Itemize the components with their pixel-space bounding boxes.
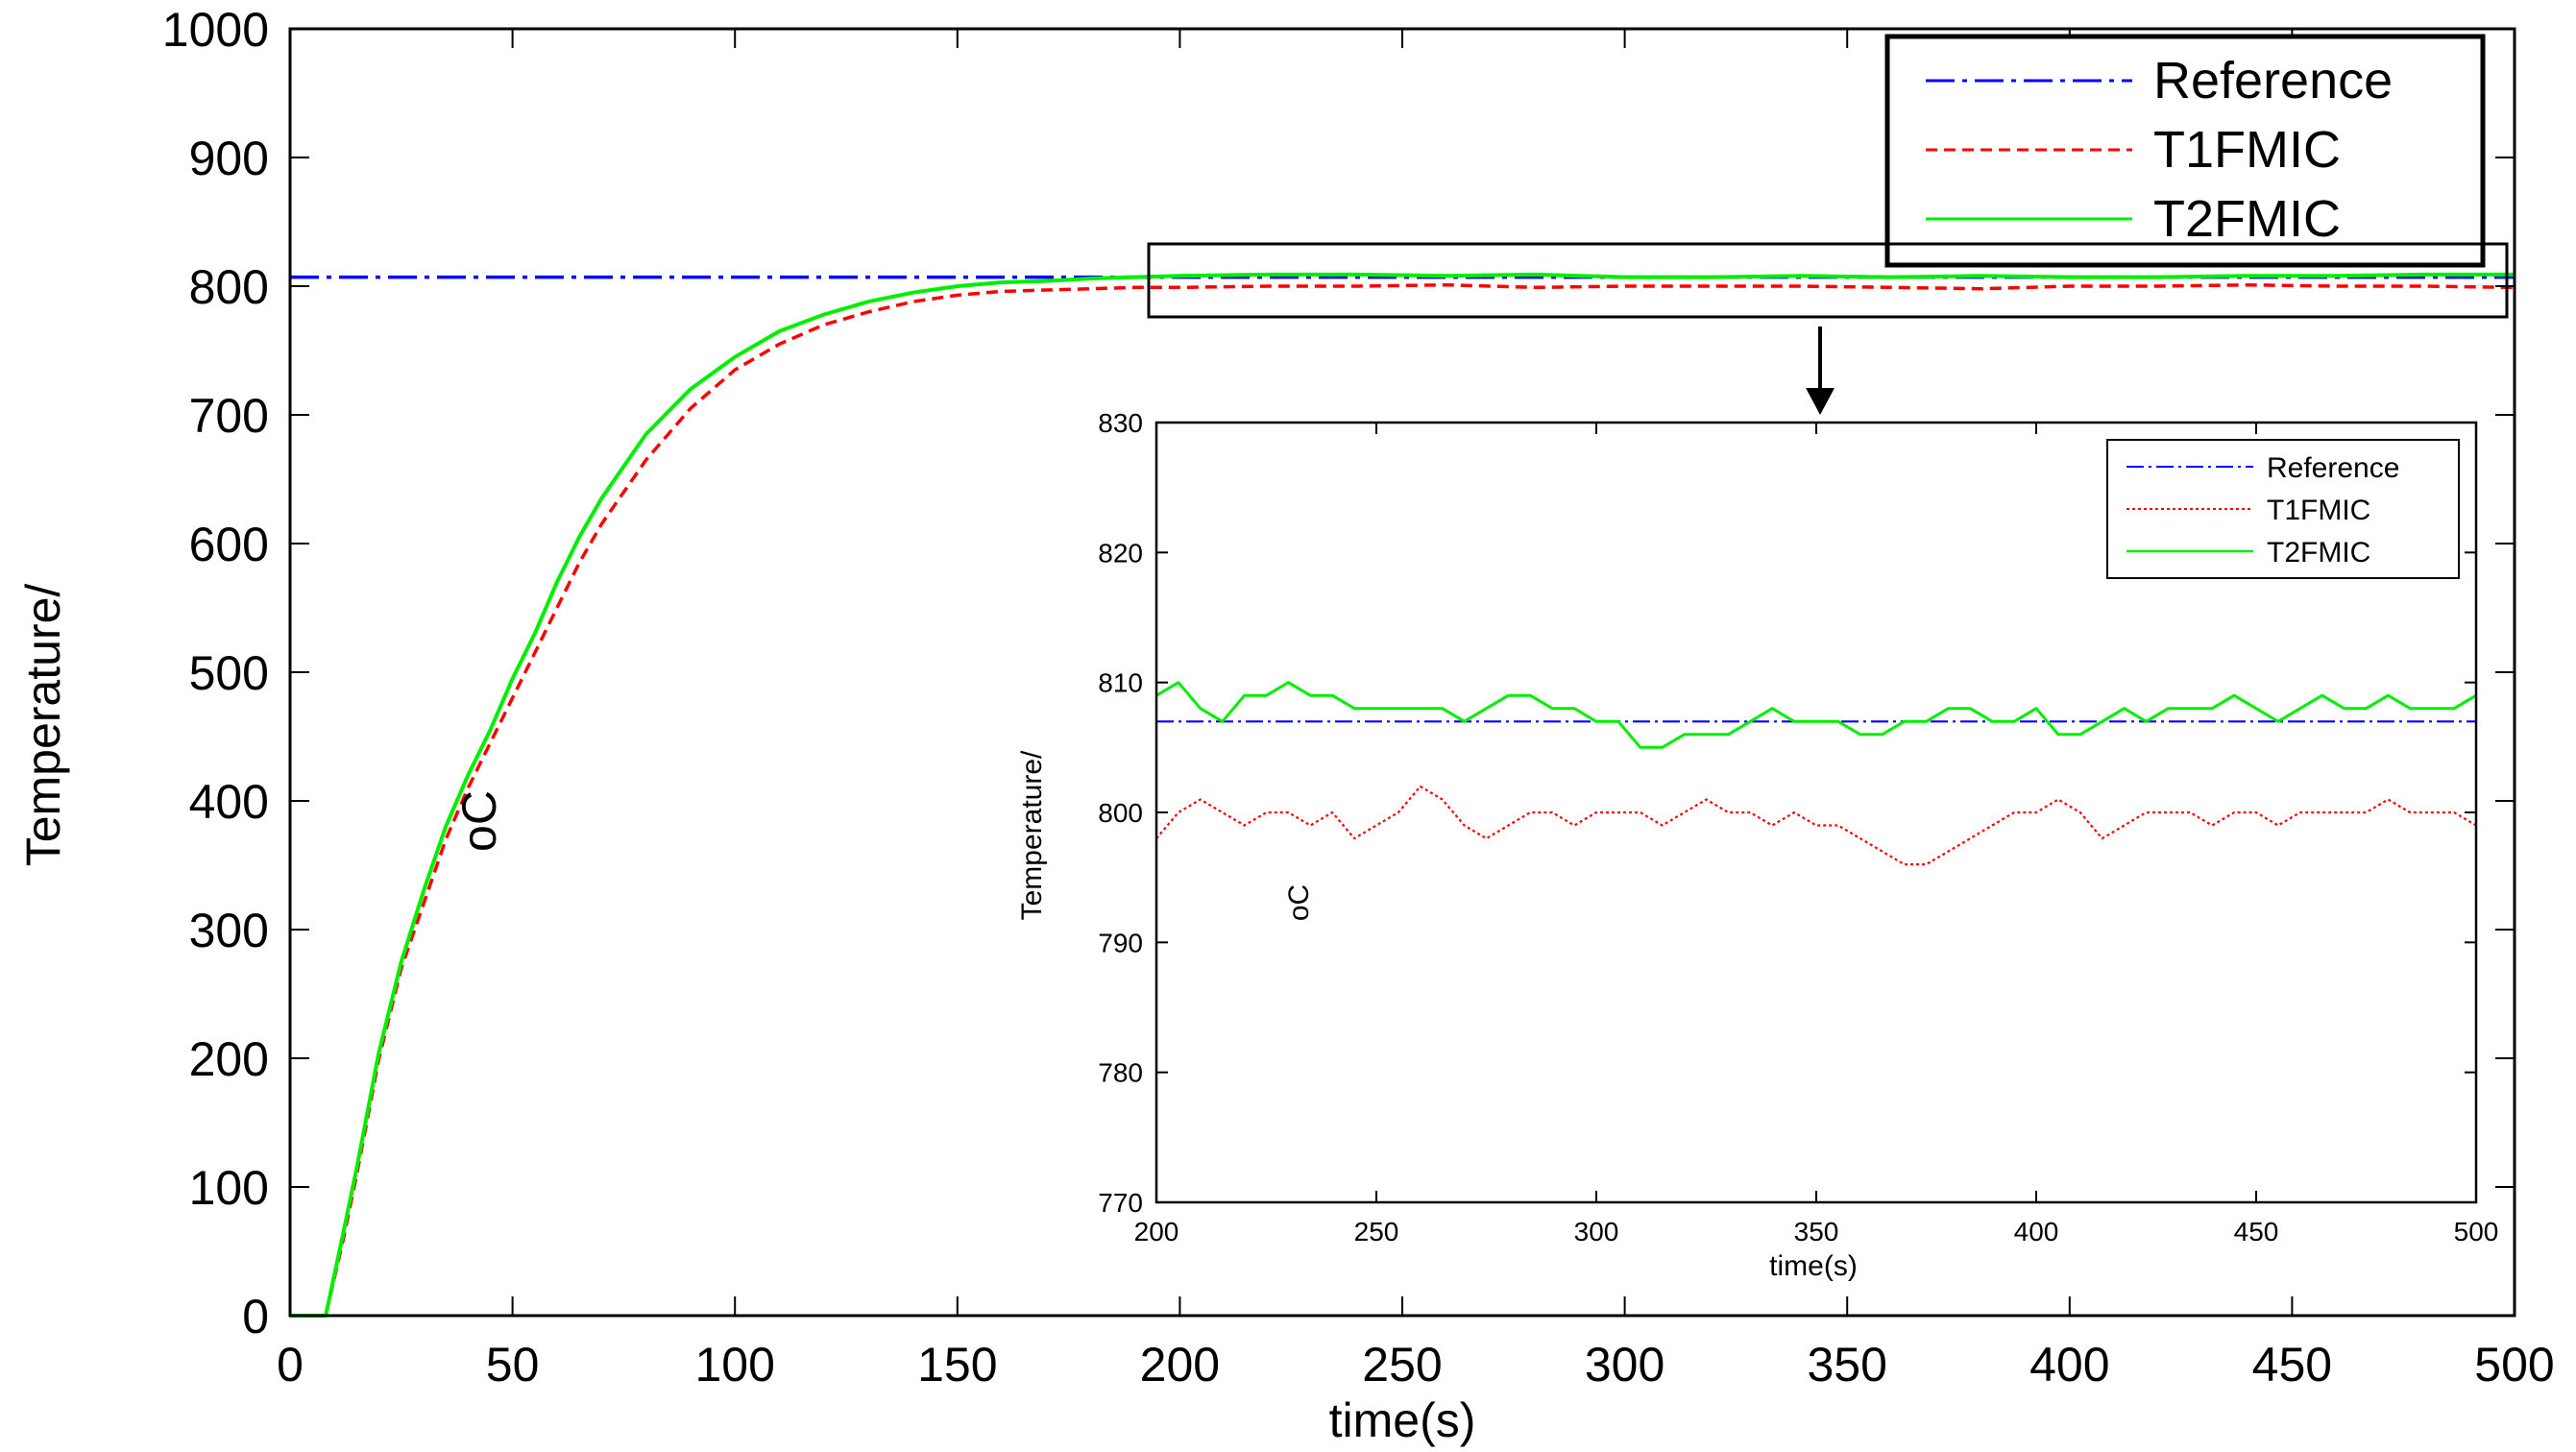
inset-y-axis-unit: oC xyxy=(1283,884,1315,921)
main-legend-label-t1fmic: T1FMIC xyxy=(2153,121,2341,179)
inset-x-tick-label: 200 xyxy=(1134,1217,1179,1246)
main-legend-label-t2fmic: T2FMIC xyxy=(2153,190,2341,248)
main-series-lines xyxy=(290,272,2515,1318)
main-y-tick-label: 100 xyxy=(189,1161,269,1215)
main-x-tick-label: 50 xyxy=(486,1338,540,1392)
main-x-axis-label: time(s) xyxy=(1329,1393,1476,1447)
main-y-tick-label: 600 xyxy=(189,518,269,571)
main-x-tick-label: 200 xyxy=(1140,1338,1220,1392)
zoom-region-box xyxy=(1147,242,2509,319)
main-x-tick-label: 350 xyxy=(1807,1338,1886,1392)
main-x-tick-label: 500 xyxy=(2474,1338,2554,1392)
inset-x-tick-label: 450 xyxy=(2234,1217,2279,1246)
main-y-tick-label: 200 xyxy=(189,1032,269,1086)
main-x-tick-label: 400 xyxy=(2029,1338,2109,1392)
main-legend-label-reference: Reference xyxy=(2153,52,2393,109)
inset-x-tick-label: 300 xyxy=(1574,1217,1619,1246)
main-y-tick-label: 900 xyxy=(189,132,269,185)
main-y-axis-unit: oC xyxy=(452,790,506,852)
main-x-tick-label: 0 xyxy=(277,1338,304,1392)
inset-y-axis-label: Temperature/ xyxy=(1016,750,1048,920)
main-y-tick-label: 400 xyxy=(189,775,269,829)
inset-x-tick-label: 350 xyxy=(1794,1217,1839,1246)
zoom-arrow-head xyxy=(1806,388,1835,415)
inset-legend: Reference T1FMIC T2FMIC xyxy=(2106,439,2460,579)
main-y-tick-label: 700 xyxy=(189,389,269,443)
main-y-tick-label: 0 xyxy=(242,1290,269,1343)
inset-series-lines xyxy=(1155,681,2477,866)
inset-legend-box xyxy=(2106,439,2460,579)
main-y-tick-label: 800 xyxy=(189,260,269,314)
main-y-tick-label: 300 xyxy=(189,904,269,957)
main-x-tick-label: 150 xyxy=(917,1338,997,1392)
inset-y-tick-label: 800 xyxy=(1098,798,1143,828)
main-y-axis-label: Temperature/ xyxy=(16,584,70,867)
inset-y-tick-label: 830 xyxy=(1098,408,1143,438)
inset-x-tick-label: 500 xyxy=(2454,1217,2499,1246)
inset-y-tick-label: 780 xyxy=(1098,1058,1143,1088)
main-series-t2fmic xyxy=(290,272,2515,1318)
main-x-tick-label: 100 xyxy=(694,1338,774,1392)
main-x-tick-label: 300 xyxy=(1585,1338,1665,1392)
main-series-t1fmic xyxy=(290,282,2515,1318)
inset-plot: 200 250 300 350 400 450 500 770 780 790 800 810 820 8… xyxy=(1016,408,2498,1282)
inset-series-t1fmic xyxy=(1155,785,2477,866)
main-legend: Reference T1FMIC T2FMIC xyxy=(1884,34,2486,268)
inset-x-axis-label: time(s) xyxy=(1769,1250,1858,1282)
main-ticks: 0 50 100 150 200 250 300 350 400 450 500 0 100 200 300… xyxy=(162,3,2555,1392)
main-plot: 0 50 100 150 200 250 300 350 400 450 500 0 100 200 300… xyxy=(16,3,2555,1447)
inset-y-tick-label: 820 xyxy=(1098,538,1143,568)
inset-y-tick-label: 790 xyxy=(1098,928,1143,957)
inset-y-tick-label: 770 xyxy=(1098,1188,1143,1218)
inset-y-tick-label: 810 xyxy=(1098,668,1143,698)
inset-x-tick-label: 400 xyxy=(2014,1217,2059,1246)
inset-legend-label-t2fmic: T2FMIC xyxy=(2267,537,2370,569)
inset-legend-label-t1fmic: T1FMIC xyxy=(2267,495,2370,526)
inset-ticks: 200 250 300 350 400 450 500 770 780 790 800 810 820 8… xyxy=(1098,408,2498,1246)
main-y-tick-label: 500 xyxy=(189,646,269,700)
main-y-tick-label: 1000 xyxy=(162,3,269,57)
inset-x-tick-label: 250 xyxy=(1354,1217,1399,1246)
main-x-tick-label: 450 xyxy=(2252,1338,2332,1392)
inset-legend-label-reference: Reference xyxy=(2267,452,2399,484)
inset-series-t2fmic xyxy=(1155,681,2477,749)
main-x-tick-label: 250 xyxy=(1362,1338,1442,1392)
